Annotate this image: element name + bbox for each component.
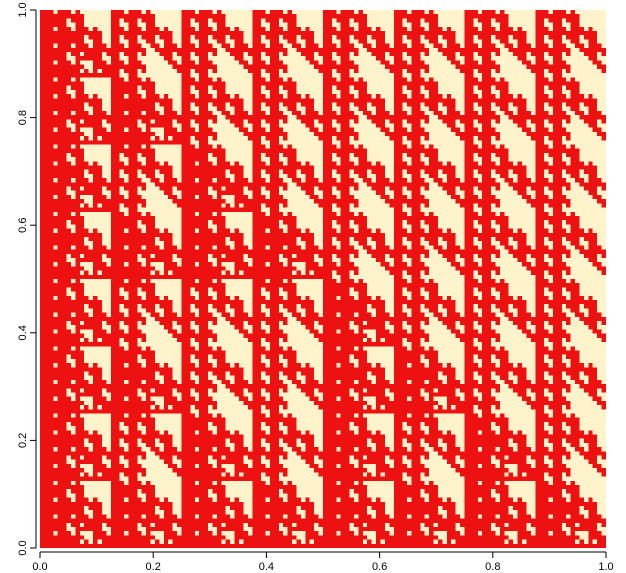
y-tick-label: 0.8: [17, 110, 29, 125]
y-tick-label: 1.0: [17, 2, 29, 17]
x-tick-label: 0.6: [372, 561, 387, 573]
y-tick-label: 0.0: [17, 540, 29, 555]
x-tick-label: 0.2: [146, 561, 161, 573]
x-tick-label: 0.0: [32, 561, 47, 573]
x-axis: 0.0 0.2 0.4 0.6 0.8 1.0: [32, 551, 614, 573]
y-tick-label: 0.2: [17, 433, 29, 448]
x-tick-label: 0.8: [485, 561, 500, 573]
x-tick-label: 0.4: [259, 561, 274, 573]
y-tick-label: 0.6: [17, 218, 29, 233]
y-axis: 0.0 0.2 0.4 0.6 0.8 1.0: [17, 2, 37, 556]
x-tick-label: 1.0: [598, 561, 613, 573]
y-tick-label: 0.4: [17, 325, 29, 340]
heatmap-image: [40, 10, 606, 548]
